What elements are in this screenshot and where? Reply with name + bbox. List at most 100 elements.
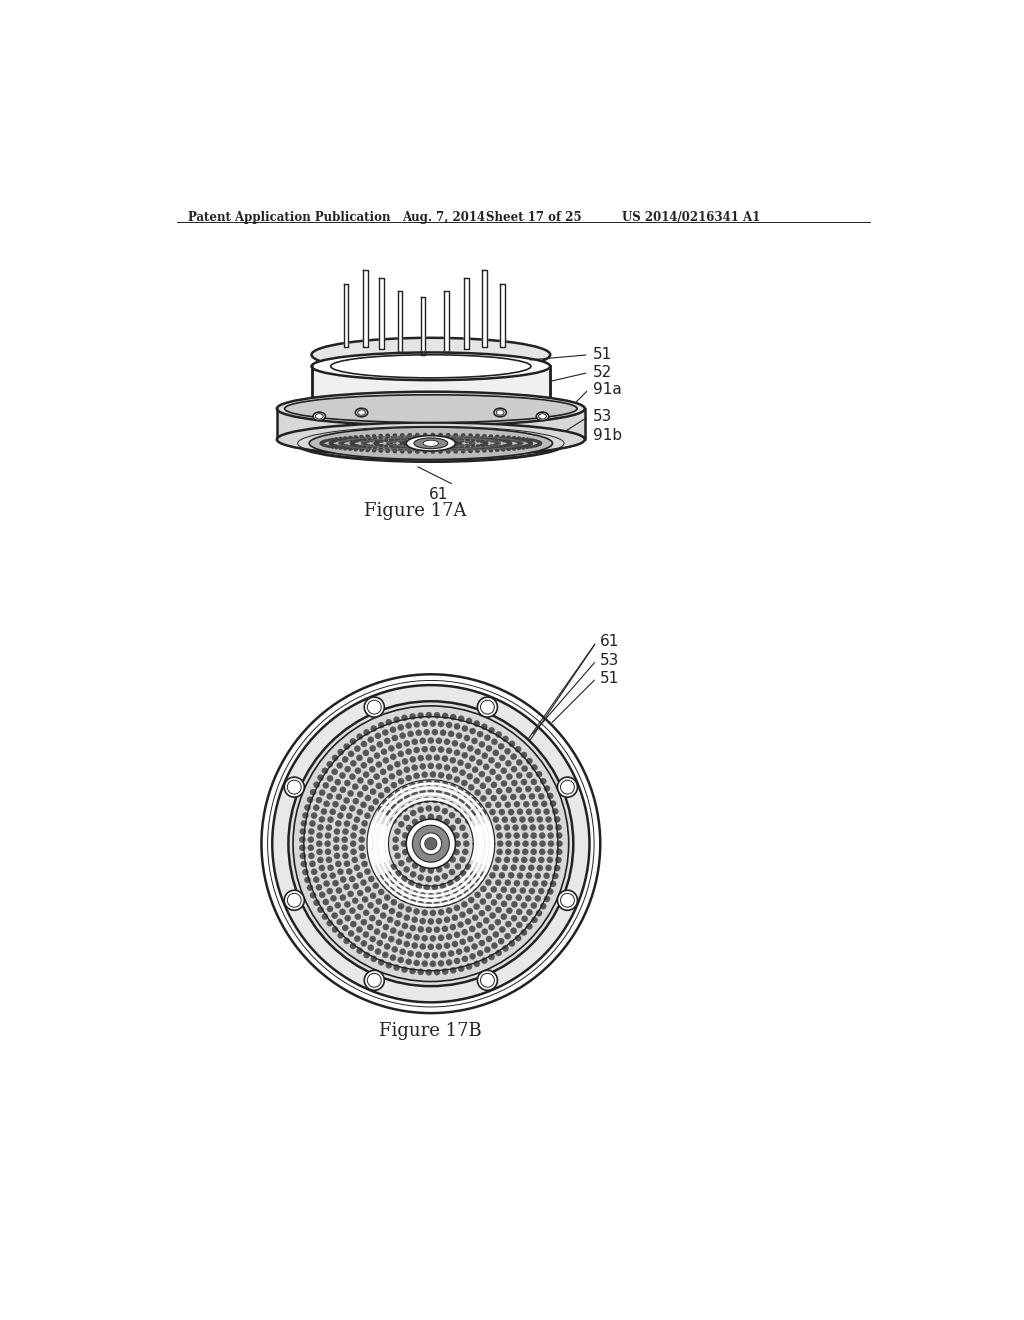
Ellipse shape [466,445,470,447]
Circle shape [499,873,505,878]
Ellipse shape [331,438,335,441]
Circle shape [539,888,545,894]
Circle shape [489,873,496,878]
Circle shape [497,841,503,847]
Circle shape [326,825,332,830]
Ellipse shape [507,438,511,441]
Circle shape [360,940,367,946]
Ellipse shape [516,444,520,446]
Ellipse shape [372,434,376,437]
Circle shape [438,935,444,941]
Ellipse shape [385,447,389,450]
Circle shape [515,935,521,941]
Circle shape [374,928,380,935]
Circle shape [308,845,314,851]
Circle shape [412,862,418,869]
Circle shape [493,932,499,937]
Ellipse shape [419,445,423,447]
Circle shape [395,892,401,898]
Ellipse shape [406,449,410,451]
Circle shape [511,780,517,787]
Ellipse shape [345,440,349,442]
Circle shape [357,777,364,784]
Ellipse shape [489,440,494,442]
Circle shape [350,738,356,744]
Circle shape [342,756,348,763]
Circle shape [488,924,495,931]
Circle shape [380,768,386,775]
Circle shape [451,714,457,721]
Circle shape [449,869,455,875]
Circle shape [508,873,514,878]
Ellipse shape [425,445,429,447]
Circle shape [397,799,403,804]
Ellipse shape [361,442,366,445]
Circle shape [317,825,324,830]
Circle shape [388,887,394,894]
Ellipse shape [488,449,493,451]
Circle shape [403,866,410,873]
Circle shape [529,857,536,863]
Ellipse shape [353,444,357,446]
Circle shape [532,801,539,807]
Ellipse shape [457,437,461,440]
Circle shape [376,920,382,925]
Circle shape [364,952,370,958]
Circle shape [483,764,489,770]
Ellipse shape [335,446,338,449]
Circle shape [349,908,355,913]
Ellipse shape [296,425,565,462]
Circle shape [384,787,390,793]
Ellipse shape [355,440,359,442]
Circle shape [479,742,485,747]
Circle shape [362,771,370,777]
Ellipse shape [401,446,406,449]
Circle shape [526,772,532,779]
Circle shape [511,902,517,907]
Circle shape [460,742,466,748]
Ellipse shape [345,446,349,449]
Circle shape [505,849,511,855]
Circle shape [438,772,444,779]
Circle shape [352,898,358,904]
Circle shape [330,873,336,879]
Circle shape [354,817,360,822]
Circle shape [438,746,444,752]
Circle shape [388,746,394,751]
Ellipse shape [319,442,324,445]
Circle shape [414,960,420,966]
Ellipse shape [495,449,499,451]
Circle shape [313,899,319,906]
Circle shape [469,953,476,960]
Circle shape [355,768,361,774]
Circle shape [350,942,356,949]
Circle shape [321,808,327,814]
Circle shape [315,884,322,891]
Ellipse shape [351,441,355,444]
Ellipse shape [525,446,529,449]
Ellipse shape [368,446,372,449]
Ellipse shape [460,447,463,450]
Circle shape [521,857,527,863]
Circle shape [380,912,386,919]
Circle shape [315,797,322,803]
Circle shape [458,921,464,928]
Ellipse shape [468,436,472,438]
Circle shape [552,873,558,879]
Ellipse shape [416,434,419,437]
Ellipse shape [313,412,326,421]
Circle shape [505,933,511,940]
Circle shape [501,913,507,920]
Circle shape [339,909,345,915]
Circle shape [376,899,382,904]
Circle shape [450,898,456,904]
Circle shape [446,960,453,965]
Ellipse shape [380,444,384,446]
Ellipse shape [527,441,531,444]
Circle shape [356,927,362,933]
Circle shape [412,916,418,923]
Ellipse shape [511,438,515,442]
Ellipse shape [351,444,355,446]
Ellipse shape [469,434,472,437]
Circle shape [464,735,470,741]
